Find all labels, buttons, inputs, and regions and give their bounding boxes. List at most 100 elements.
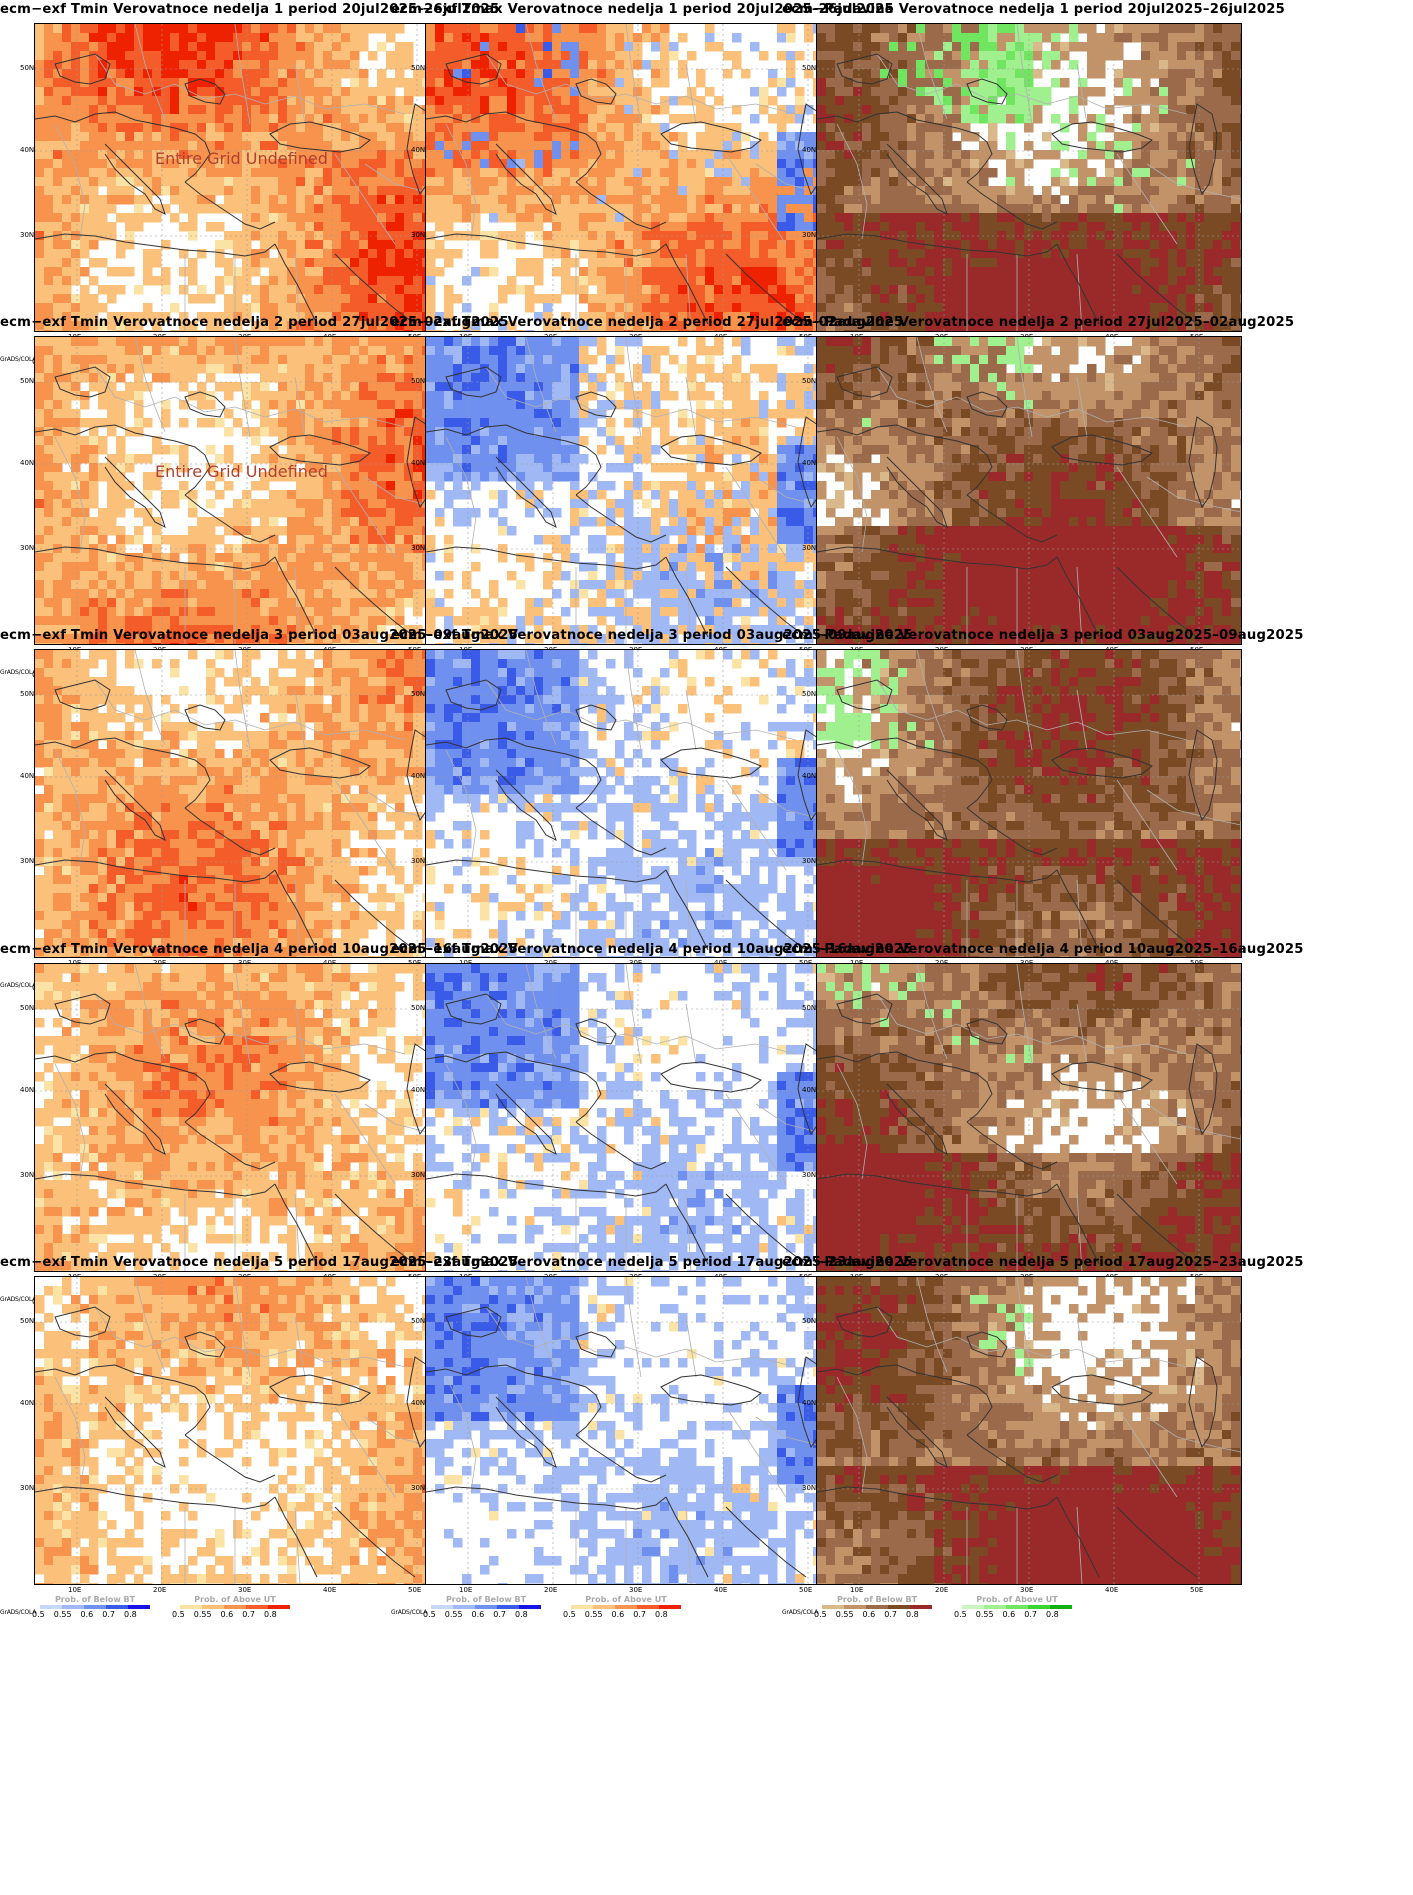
probability-cell: [377, 42, 387, 52]
probability-cell: [489, 51, 499, 61]
probability-cell: [1195, 78, 1205, 88]
probability-cell: [62, 391, 72, 401]
probability-cell: [35, 42, 45, 52]
probability-cell: [143, 132, 153, 142]
probability-cell: [1078, 159, 1088, 169]
probability-cell: [1060, 231, 1070, 241]
probability-cell: [489, 42, 499, 52]
probability-cell: [759, 240, 769, 250]
probability-cell: [916, 42, 926, 52]
probability-cell: [35, 33, 45, 43]
probability-cell: [152, 312, 162, 322]
probability-cell: [323, 60, 333, 70]
probability-cell: [1105, 258, 1115, 268]
probability-cell: [1033, 195, 1043, 205]
probability-cell: [71, 382, 81, 392]
probability-cell: [197, 168, 207, 178]
probability-cell: [296, 141, 306, 151]
probability-cell: [970, 195, 980, 205]
probability-cell: [624, 177, 634, 187]
probability-cell: [732, 312, 742, 322]
probability-cell: [1087, 69, 1097, 79]
probability-cell: [525, 303, 535, 313]
probability-cell: [1069, 276, 1079, 286]
probability-cell: [795, 51, 805, 61]
probability-cell: [215, 96, 225, 106]
probability-cell: [844, 24, 854, 34]
probability-cell: [368, 258, 378, 268]
probability-cell: [395, 294, 405, 304]
probability-cell: [714, 330, 724, 331]
probability-cell: [907, 303, 917, 313]
probability-cell: [1114, 96, 1124, 106]
probability-cell: [988, 114, 998, 124]
probability-cell: [386, 391, 396, 401]
probability-cell: [197, 150, 207, 160]
probability-cell: [579, 312, 589, 322]
probability-cell: [1132, 204, 1142, 214]
probability-cell: [795, 303, 805, 313]
probability-cell: [350, 141, 360, 151]
probability-cell: [687, 159, 697, 169]
probability-cell: [89, 150, 99, 160]
probability-cell: [233, 186, 243, 196]
probability-cell: [1042, 294, 1052, 304]
probability-cell: [471, 60, 481, 70]
probability-cell: [844, 204, 854, 214]
probability-cell: [413, 355, 423, 365]
probability-cell: [395, 78, 405, 88]
probability-cell: [1240, 150, 1241, 160]
probability-cell: [269, 114, 279, 124]
probability-cell: [489, 150, 499, 160]
probability-cell: [1078, 42, 1088, 52]
probability-cell: [570, 213, 580, 223]
probability-cell: [669, 213, 679, 223]
probability-cell: [1123, 321, 1133, 331]
probability-cell: [826, 213, 836, 223]
probability-cell: [305, 364, 315, 374]
coastline: [660, 121, 762, 153]
probability-cell: [98, 141, 108, 151]
probability-cell: [862, 222, 872, 232]
probability-cell: [107, 105, 117, 115]
probability-cell: [404, 285, 414, 295]
probability-cell: [197, 42, 207, 52]
probability-cell: [1141, 204, 1151, 214]
probability-cell: [642, 177, 652, 187]
probability-cell: [161, 285, 171, 295]
probability-cell: [516, 285, 526, 295]
probability-cell: [835, 42, 845, 52]
probability-cell: [1195, 24, 1205, 34]
probability-cell: [197, 186, 207, 196]
probability-cell: [350, 330, 360, 331]
probability-cell: [898, 78, 908, 88]
probability-cell: [197, 33, 207, 43]
probability-cell: [1150, 51, 1160, 61]
probability-cell: [444, 303, 454, 313]
probability-cell: [961, 159, 971, 169]
probability-cell: [615, 240, 625, 250]
probability-cell: [786, 168, 796, 178]
probability-cell: [543, 33, 553, 43]
probability-cell: [395, 222, 405, 232]
probability-cell: [988, 123, 998, 133]
probability-cell: [404, 258, 414, 268]
probability-cell: [1123, 303, 1133, 313]
probability-cell: [696, 267, 706, 277]
probability-cell: [835, 105, 845, 115]
probability-cell: [606, 186, 616, 196]
probability-cell: [323, 330, 333, 331]
probability-cell: [395, 312, 405, 322]
probability-cell: [687, 285, 697, 295]
probability-cell: [579, 33, 589, 43]
probability-cell: [44, 231, 54, 241]
probability-cell: [296, 382, 306, 392]
probability-cell: [696, 78, 706, 88]
probability-cell: [880, 276, 890, 286]
probability-cell: [570, 321, 580, 331]
probability-cell: [53, 355, 63, 365]
probability-cell: [624, 240, 634, 250]
probability-cell: [916, 78, 926, 88]
probability-cell: [170, 141, 180, 151]
probability-cell: [862, 177, 872, 187]
